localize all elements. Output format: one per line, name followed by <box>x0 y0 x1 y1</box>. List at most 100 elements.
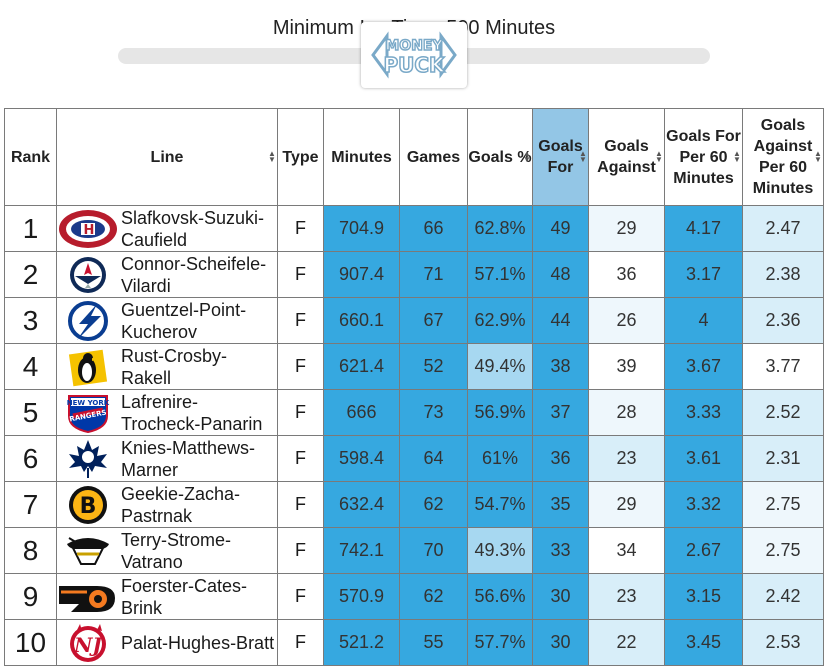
line-cell[interactable]: Rust-Crosby-Rakell <box>56 343 278 390</box>
table-row[interactable]: 9 Foerster-Cates-Brink F 570.9 62 56.6% 30 23 3.… <box>4 573 824 620</box>
line-cell[interactable]: Foerster-Cates-Brink <box>56 573 278 620</box>
line-cell[interactable]: NEW YORK RANGERS Lafrenire-Trocheck-Panari… <box>56 389 278 436</box>
column-header-gf60[interactable]: Goals For Per 60 Minutes ▲ ▼ <box>664 108 743 206</box>
minutes-cell: 621.4 <box>323 343 400 390</box>
ga60-cell: 3.77 <box>742 343 824 390</box>
goals-pct-cell: 57.1% <box>467 251 533 298</box>
ga60-cell: 2.75 <box>742 481 824 528</box>
ga60-cell: 2.53 <box>742 619 824 666</box>
ga60-cell: 2.31 <box>742 435 824 482</box>
penguins-logo-icon <box>57 346 119 388</box>
table-row[interactable]: 6 Knies-Matthews-Marner F 598.4 64 61% 36 23 3.6… <box>4 435 824 482</box>
table-row[interactable]: 1 H Slafkovsk-Suzuki-Caufield F 704.9 66 62.8%… <box>4 205 824 252</box>
type-cell: F <box>277 205 324 252</box>
sort-arrows-icon[interactable]: ▲ ▼ <box>268 149 276 164</box>
sort-arrows-icon[interactable]: ▲ ▼ <box>523 149 531 164</box>
goals-against-cell: 29 <box>588 481 665 528</box>
goals-pct-cell: 54.7% <box>467 481 533 528</box>
rank-cell: 7 <box>4 481 57 528</box>
table-row[interactable]: 4 Rust-Crosby-Rakell F 621.4 52 49.4% 38 39 3.67… <box>4 343 824 390</box>
line-name: Geekie-Zacha-Pastrnak <box>121 483 241 526</box>
goals-pct-cell: 61% <box>467 435 533 482</box>
sort-arrows-icon[interactable]: ▲ ▼ <box>655 149 663 164</box>
line-cell[interactable]: Guentzel-Point-Kucherov <box>56 297 278 344</box>
type-cell: F <box>277 573 324 620</box>
sort-arrows-icon[interactable]: ▲ ▼ <box>733 149 741 164</box>
sort-arrows-icon[interactable]: ▲ ▼ <box>814 149 822 164</box>
rangers-logo-icon: NEW YORK RANGERS <box>57 392 119 434</box>
goals-pct-cell: 49.4% <box>467 343 533 390</box>
slider-handle[interactable]: MONEY PUCK <box>361 22 467 88</box>
minutes-cell: 666 <box>323 389 400 436</box>
gf60-cell: 4.17 <box>664 205 743 252</box>
line-cell[interactable]: Terry-Strome-Vatrano <box>56 527 278 574</box>
column-header-label: Line <box>150 148 184 166</box>
games-cell: 52 <box>399 343 468 390</box>
ga60-cell: 2.38 <box>742 251 824 298</box>
column-header-minutes[interactable]: Minutes <box>323 108 400 206</box>
games-cell: 62 <box>399 573 468 620</box>
games-cell: 70 <box>399 527 468 574</box>
table-header-row: Rank Line ▲ ▼ Type Minutes Games Goals % ▲ ▼ Goals… <box>4 108 824 206</box>
column-header-label: Goals Against <box>597 138 656 176</box>
devils-logo-icon: NJ <box>57 622 119 664</box>
line-name: Rust-Crosby-Rakell <box>121 345 228 388</box>
rank-cell: 5 <box>4 389 57 436</box>
goals-for-cell: 37 <box>532 389 589 436</box>
logo-text-bottom: PUCK <box>383 53 446 77</box>
minutes-cell: 521.2 <box>323 619 400 666</box>
column-header-line[interactable]: Line ▲ ▼ <box>56 108 278 206</box>
goals-for-cell: 36 <box>532 435 589 482</box>
column-header-games[interactable]: Games <box>399 108 468 206</box>
line-name: Slafkovsk-Suzuki-Caufield <box>121 207 265 250</box>
table-row[interactable]: 2 Connor-Scheifele-Vilardi F 907.4 71 57.1% 48… <box>4 251 824 298</box>
gf60-cell: 2.67 <box>664 527 743 574</box>
line-name: Guentzel-Point-Kucherov <box>121 299 247 342</box>
minutes-cell: 570.9 <box>323 573 400 620</box>
gf60-cell: 3.61 <box>664 435 743 482</box>
column-header-rank[interactable]: Rank <box>4 108 57 206</box>
gf60-cell: 3.32 <box>664 481 743 528</box>
gf60-cell: 3.17 <box>664 251 743 298</box>
goals-against-cell: 26 <box>588 297 665 344</box>
column-header-label: Goals % <box>468 148 532 166</box>
games-cell: 67 <box>399 297 468 344</box>
table-row[interactable]: 8 Terry-Strome-Vatrano F 742.1 70 49.3% 33 34 2.… <box>4 527 824 574</box>
column-header-goals-pct[interactable]: Goals % ▲ ▼ <box>467 108 533 206</box>
line-cell[interactable]: Knies-Matthews-Marner <box>56 435 278 482</box>
goals-for-cell: 49 <box>532 205 589 252</box>
column-header-label: Minutes <box>331 148 392 166</box>
line-cell[interactable]: H Slafkovsk-Suzuki-Caufield <box>56 205 278 252</box>
games-cell: 71 <box>399 251 468 298</box>
goals-against-cell: 23 <box>588 573 665 620</box>
line-name: Lafrenire-Trocheck-Panarin <box>121 391 263 434</box>
table-row[interactable]: 5 NEW YORK RANGERS Lafrenire-Trocheck-Panar… <box>4 389 824 436</box>
ducks-logo-icon <box>57 530 119 572</box>
table-row[interactable]: 3 Guentzel-Point-Kucherov F 660.1 67 62.9% 44 2… <box>4 297 824 344</box>
type-cell: F <box>277 435 324 482</box>
type-cell: F <box>277 297 324 344</box>
sort-arrows-icon[interactable]: ▲ ▼ <box>579 149 587 164</box>
column-header-ga60[interactable]: Goals Against Per 60 Minutes ▲ ▼ <box>742 108 824 206</box>
line-cell[interactable]: Connor-Scheifele-Vilardi <box>56 251 278 298</box>
table-row[interactable]: 7 B Geekie-Zacha-Pastrnak F 632.4 62 54.7% 35 29… <box>4 481 824 528</box>
minutes-cell: 742.1 <box>323 527 400 574</box>
flyers-logo-icon <box>57 576 119 618</box>
games-cell: 64 <box>399 435 468 482</box>
line-cell[interactable]: NJ Palat-Hughes-Bratt <box>56 619 278 666</box>
jets-logo-icon <box>57 254 119 296</box>
type-cell: F <box>277 481 324 528</box>
goals-pct-cell: 57.7% <box>467 619 533 666</box>
line-cell[interactable]: B Geekie-Zacha-Pastrnak <box>56 481 278 528</box>
type-cell: F <box>277 527 324 574</box>
minutes-cell: 632.4 <box>323 481 400 528</box>
goals-against-cell: 34 <box>588 527 665 574</box>
minimum-ice-time-filter: Minimum Ice Time: 500 Minutes MONEY PUCK <box>0 0 828 100</box>
minutes-cell: 660.1 <box>323 297 400 344</box>
rank-cell: 4 <box>4 343 57 390</box>
column-header-goals-against[interactable]: Goals Against ▲ ▼ <box>588 108 665 206</box>
rank-cell: 3 <box>4 297 57 344</box>
table-row[interactable]: 10 NJ Palat-Hughes-Bratt F 521.2 55 57.7% 30 22 3… <box>4 619 824 666</box>
column-header-type[interactable]: Type <box>277 108 324 206</box>
column-header-goals-for[interactable]: Goals For ▲ ▼ <box>532 108 589 206</box>
